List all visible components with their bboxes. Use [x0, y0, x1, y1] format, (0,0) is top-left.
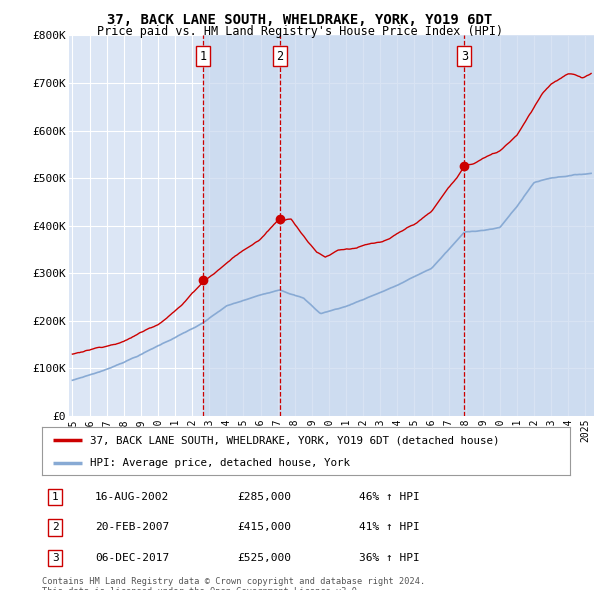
Text: 36% ↑ HPI: 36% ↑ HPI — [359, 553, 419, 563]
Text: 06-DEC-2017: 06-DEC-2017 — [95, 553, 169, 563]
Text: 3: 3 — [52, 553, 59, 563]
Text: Contains HM Land Registry data © Crown copyright and database right 2024.
This d: Contains HM Land Registry data © Crown c… — [42, 577, 425, 590]
Bar — [203, 35, 280, 416]
Bar — [280, 35, 464, 416]
Bar — [464, 35, 594, 416]
Text: 41% ↑ HPI: 41% ↑ HPI — [359, 523, 419, 532]
Text: 46% ↑ HPI: 46% ↑ HPI — [359, 492, 419, 502]
Text: Price paid vs. HM Land Registry's House Price Index (HPI): Price paid vs. HM Land Registry's House … — [97, 25, 503, 38]
Text: 37, BACK LANE SOUTH, WHELDRAKE, YORK, YO19 6DT: 37, BACK LANE SOUTH, WHELDRAKE, YORK, YO… — [107, 13, 493, 27]
Text: 3: 3 — [461, 50, 468, 63]
Text: HPI: Average price, detached house, York: HPI: Average price, detached house, York — [89, 458, 350, 468]
Text: 16-AUG-2002: 16-AUG-2002 — [95, 492, 169, 502]
Text: 1: 1 — [52, 492, 59, 502]
Text: £285,000: £285,000 — [238, 492, 292, 502]
Text: 37, BACK LANE SOUTH, WHELDRAKE, YORK, YO19 6DT (detached house): 37, BACK LANE SOUTH, WHELDRAKE, YORK, YO… — [89, 435, 499, 445]
Bar — [69, 35, 203, 416]
Text: 20-FEB-2007: 20-FEB-2007 — [95, 523, 169, 532]
Text: 2: 2 — [52, 523, 59, 532]
Text: £415,000: £415,000 — [238, 523, 292, 532]
Text: 2: 2 — [276, 50, 283, 63]
Text: £525,000: £525,000 — [238, 553, 292, 563]
Text: 1: 1 — [199, 50, 206, 63]
